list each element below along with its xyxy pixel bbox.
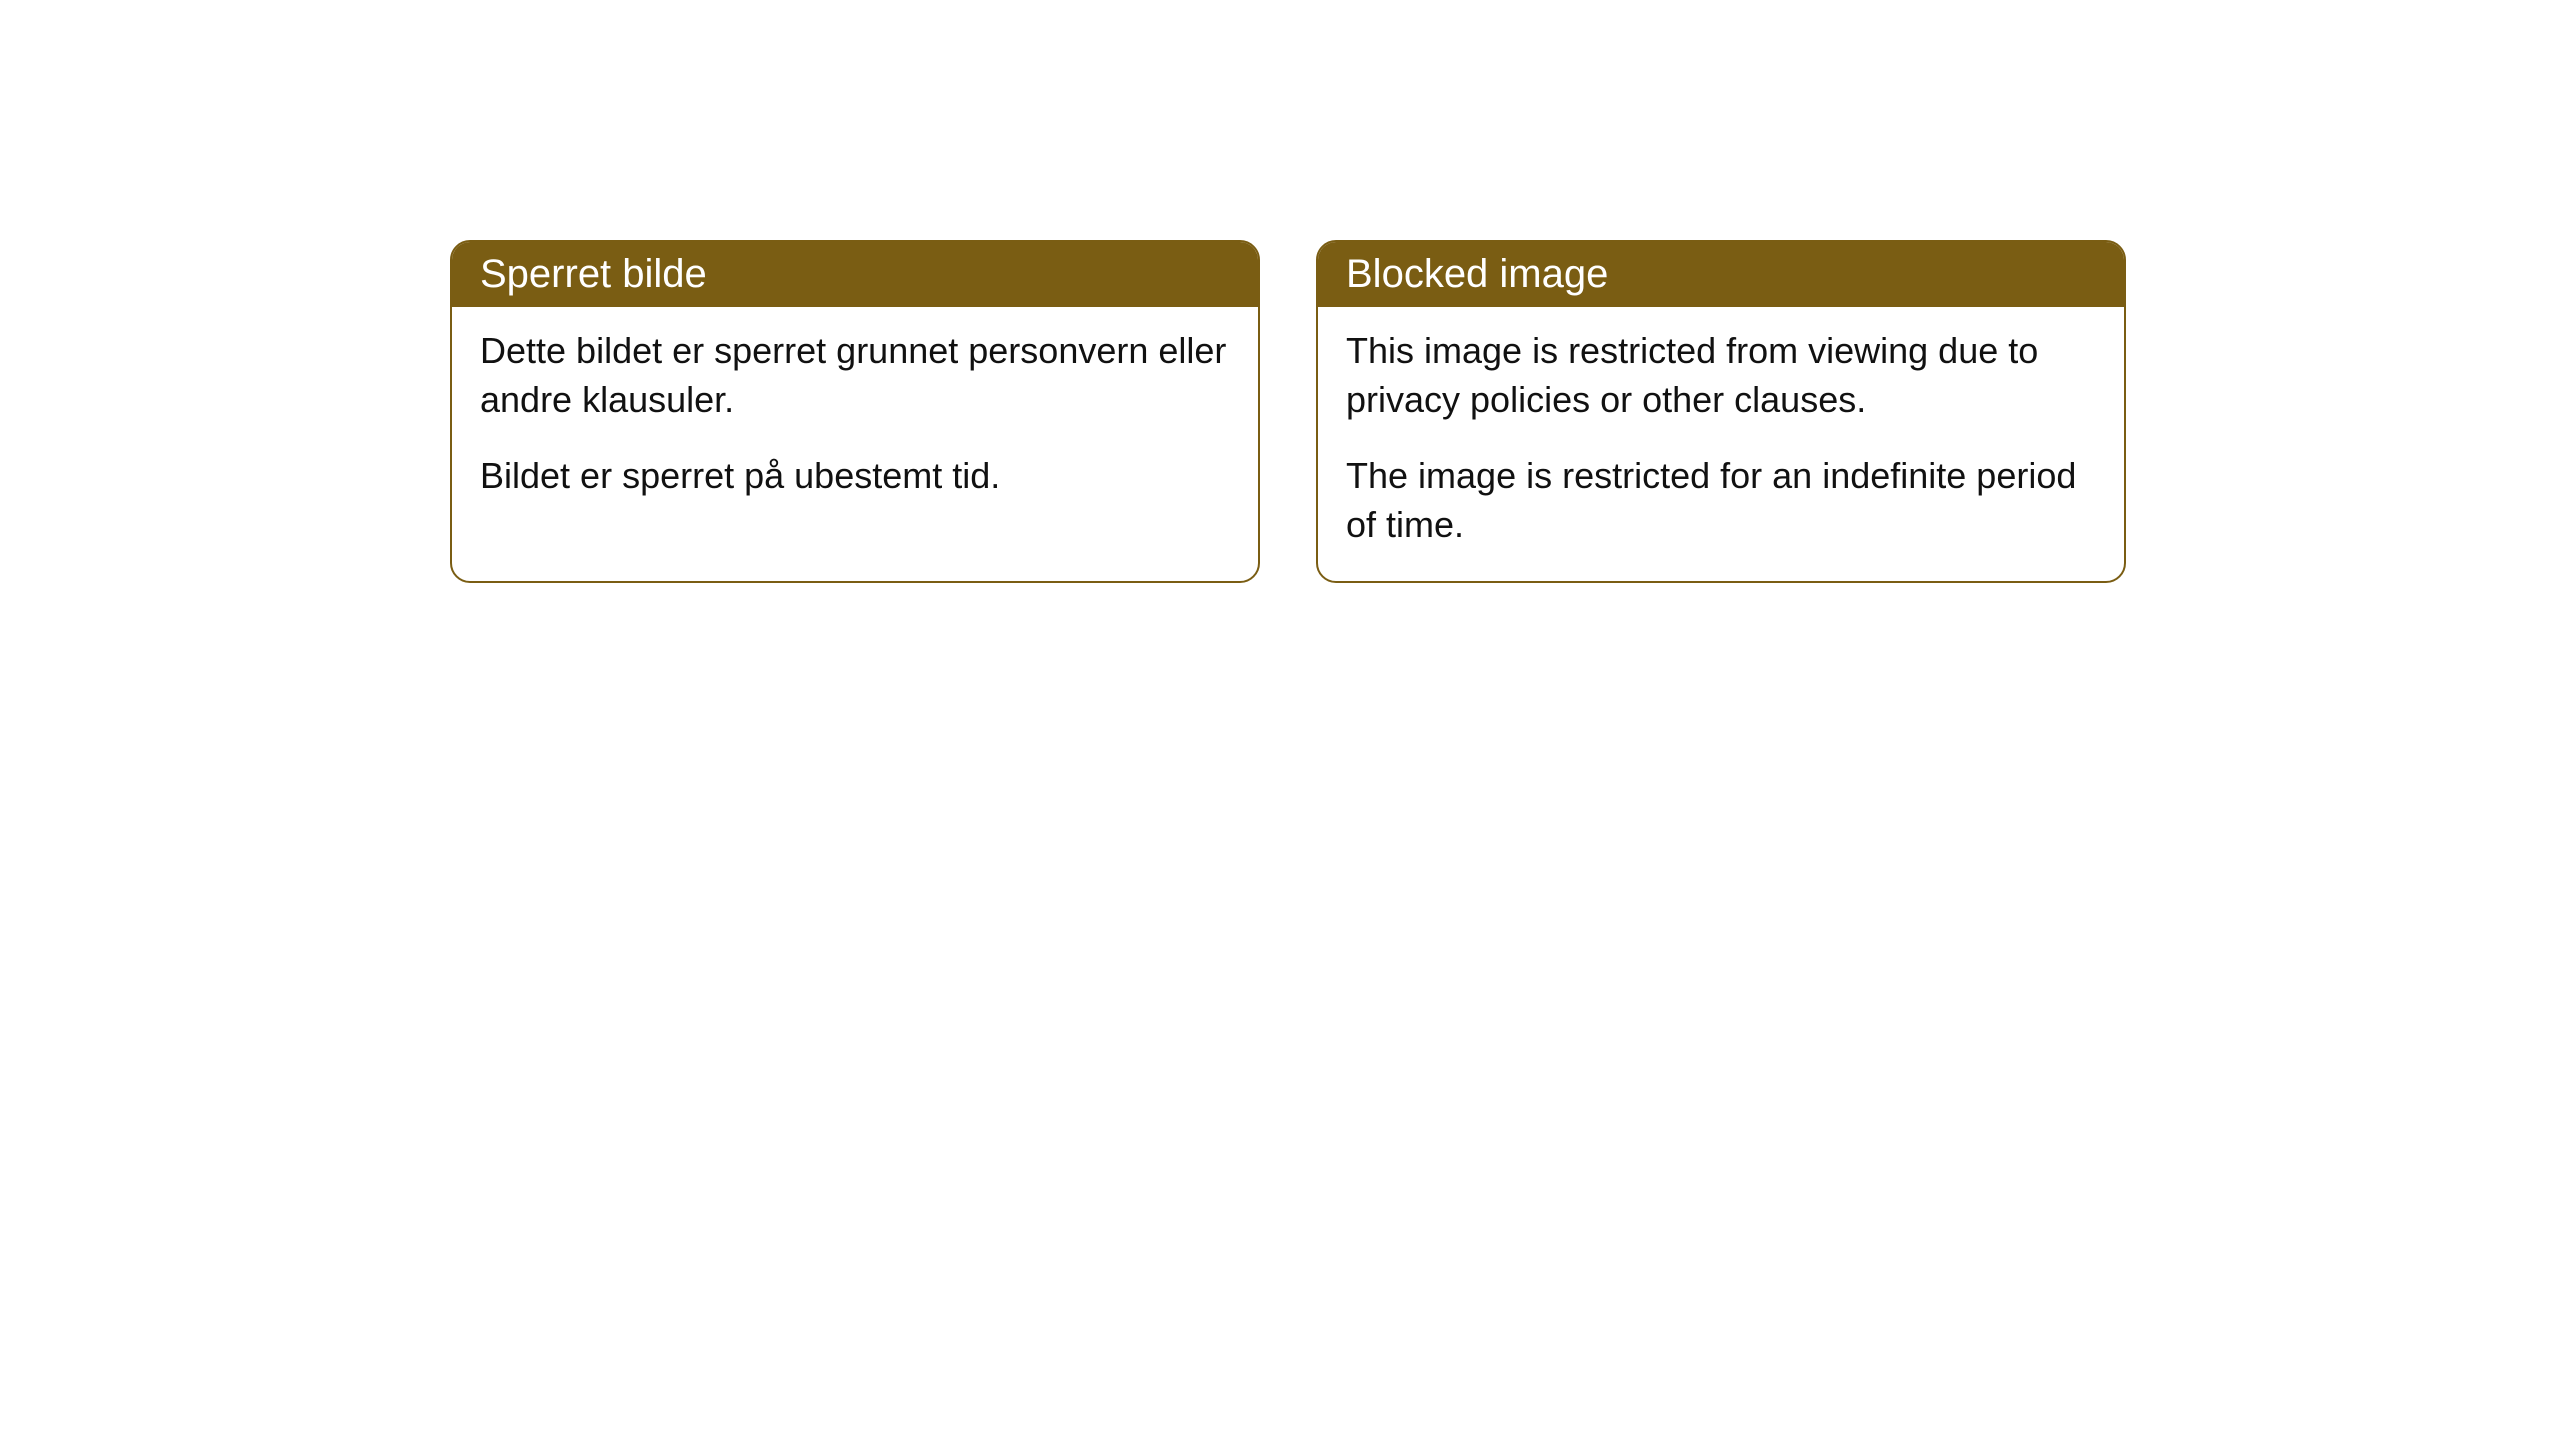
notice-paragraph-2-norwegian: Bildet er sperret på ubestemt tid.: [480, 452, 1230, 501]
notice-body-english: This image is restricted from viewing du…: [1318, 307, 2124, 581]
notice-title-norwegian: Sperret bilde: [480, 252, 707, 296]
notice-body-norwegian: Dette bildet er sperret grunnet personve…: [452, 307, 1258, 533]
notice-header-norwegian: Sperret bilde: [452, 242, 1258, 307]
notice-paragraph-1-norwegian: Dette bildet er sperret grunnet personve…: [480, 327, 1230, 424]
notice-paragraph-2-english: The image is restricted for an indefinit…: [1346, 452, 2096, 549]
notice-paragraph-1-english: This image is restricted from viewing du…: [1346, 327, 2096, 424]
notice-title-english: Blocked image: [1346, 252, 1608, 296]
notice-container: Sperret bilde Dette bildet er sperret gr…: [0, 0, 2560, 583]
notice-card-english: Blocked image This image is restricted f…: [1316, 240, 2126, 583]
notice-card-norwegian: Sperret bilde Dette bildet er sperret gr…: [450, 240, 1260, 583]
notice-header-english: Blocked image: [1318, 242, 2124, 307]
